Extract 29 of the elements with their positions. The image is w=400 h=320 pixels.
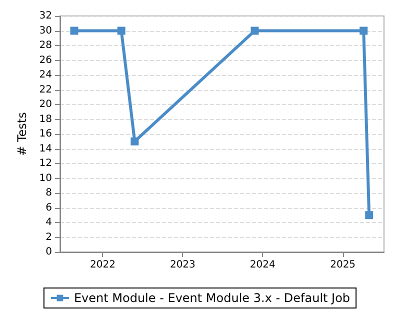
point [117, 26, 126, 35]
legend-label: Event Module - Event Module 3.x - Default Job [74, 291, 350, 305]
point [250, 26, 259, 35]
y-axis-title: # Tests [15, 112, 29, 156]
x-tick-label: 2024 [250, 260, 276, 270]
y-tick-label: 8 [46, 188, 52, 198]
y-tick-label: 12 [39, 158, 52, 169]
y-tick-label: 30 [39, 25, 52, 36]
y-tick-label: 16 [39, 128, 52, 140]
y-tick-label: 32 [39, 10, 52, 22]
point [365, 211, 374, 220]
y-tick-label: 0 [46, 246, 52, 258]
y-tick-label: 20 [39, 99, 52, 110]
y-tick-label: 10 [39, 172, 52, 184]
point [70, 26, 78, 35]
x-tick-label: 2023 [170, 260, 196, 270]
y-tick-label: 26 [39, 54, 52, 66]
y-tick-label: 18 [39, 114, 52, 125]
y-tick-label: 2 [46, 232, 52, 243]
point [360, 26, 368, 35]
y-tick-label: 28 [39, 40, 52, 51]
y-tick-label: 14 [39, 143, 52, 154]
y-tick-label: 6 [46, 202, 52, 214]
y-tick-label: 4 [46, 217, 52, 228]
point [130, 137, 139, 146]
x-tick-label: 2025 [330, 260, 356, 270]
y-tick-label: 22 [39, 84, 52, 96]
y-tick-label: 24 [39, 70, 52, 80]
x-tick-label: 2022 [90, 260, 116, 270]
